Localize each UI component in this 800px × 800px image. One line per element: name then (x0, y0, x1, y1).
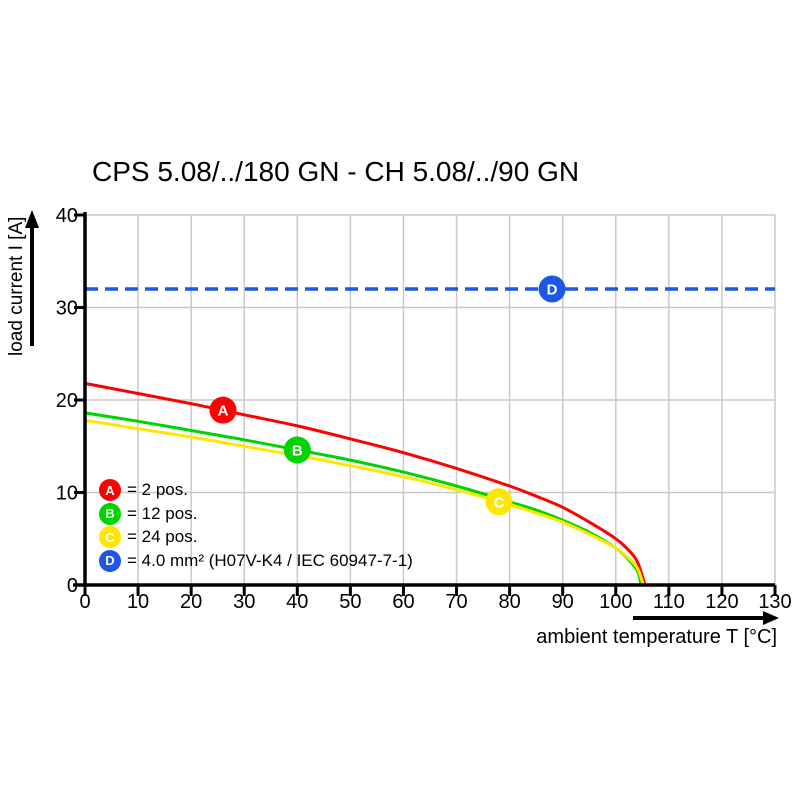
legend-item-b: B = 12 pos. (99, 502, 413, 525)
x-tick-label: 130 (758, 591, 791, 613)
x-tick-label: 100 (599, 591, 632, 613)
x-tick-label: 110 (653, 591, 685, 613)
marker-letter-b: B (292, 442, 303, 459)
x-tick-label: 80 (498, 591, 520, 613)
x-tick-label: 60 (392, 591, 414, 613)
legend-marker-d-icon: D (99, 549, 121, 572)
x-axis-arrowhead-icon (763, 611, 779, 625)
marker-letter-c: C (494, 494, 505, 511)
chart-title: CPS 5.08/../180 GN - CH 5.08/../90 GN (92, 156, 580, 187)
y-tick-label: 30 (56, 298, 78, 320)
marker-c (485, 488, 513, 516)
x-tick-label: 10 (127, 591, 149, 613)
x-tick-label: 70 (445, 591, 467, 613)
legend-label-d: = 4.0 mm² (H07V-K4 / IEC 60947-7-1) (127, 550, 413, 570)
x-axis-label: ambient temperature T [°C] (536, 626, 777, 648)
legend-item-d: D = 4.0 mm² (H07V-K4 / IEC 60947-7-1) (99, 549, 413, 572)
legend-label-b: = 12 pos. (127, 503, 198, 523)
marker-letter-a: A (218, 403, 229, 420)
x-tick-label: 40 (286, 591, 308, 613)
legend-label-a: = 2 pos. (127, 480, 188, 499)
marker-a (209, 396, 237, 424)
y-tick-label: 10 (56, 483, 78, 505)
y-tick-label: 0 (67, 575, 78, 597)
legend-item-c: C = 24 pos. (99, 526, 413, 548)
legend-marker-b-icon: B (99, 502, 121, 525)
marker-letter-d: D (547, 282, 558, 299)
legend-marker-c-icon: C (99, 526, 121, 548)
marker-b (283, 436, 311, 464)
x-tick-label: 30 (233, 591, 255, 613)
x-tick-label: 20 (180, 591, 202, 613)
y-tick-label: 40 (56, 205, 78, 227)
x-tick-label: 50 (339, 591, 361, 613)
legend-item-a: A = 2 pos. (99, 479, 413, 501)
legend-marker-a-icon: A (99, 479, 121, 501)
x-tick-label: 90 (552, 591, 574, 613)
y-axis-arrowhead-icon (25, 210, 39, 228)
x-tick-label: 120 (705, 591, 738, 613)
x-tick-label: 0 (79, 591, 90, 613)
marker-d (538, 275, 566, 303)
legend-label-c: = 24 pos. (127, 527, 198, 546)
legend: A = 2 pos. B = 12 pos. C = 24 pos. D = 4… (99, 479, 413, 573)
y-axis-label: load current I [A] (6, 216, 27, 356)
y-tick-label: 20 (56, 390, 78, 412)
curve-c (84, 418, 645, 586)
